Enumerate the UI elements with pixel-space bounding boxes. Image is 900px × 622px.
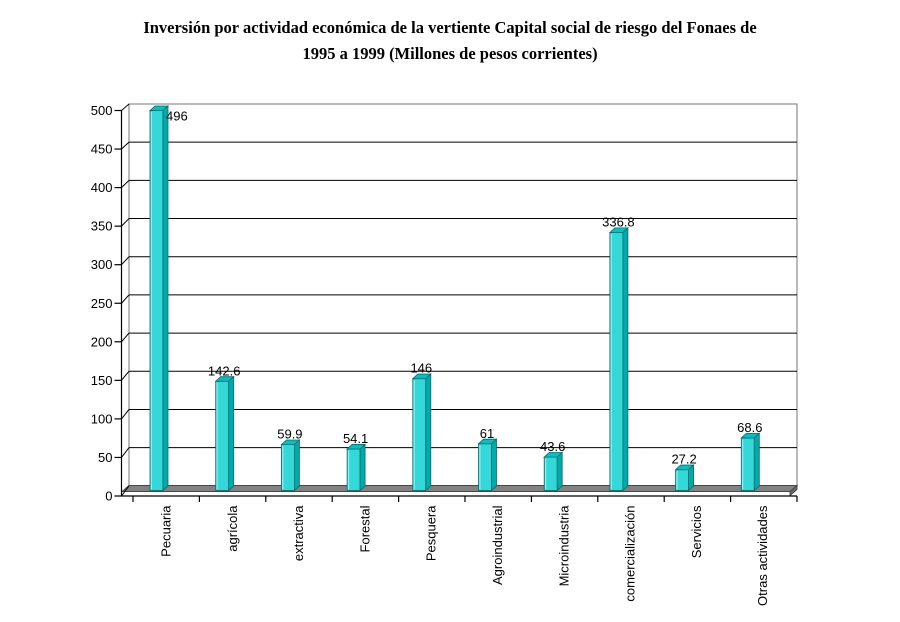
x-axis	[121, 495, 798, 502]
y-tick-depth-connector	[121, 447, 130, 458]
bar-value-label: 496	[166, 109, 188, 124]
chart-title-line2: 1995 a 1999 (Millones de pesos corriente…	[302, 44, 598, 63]
bar-group-7: 336.8	[602, 215, 635, 492]
category-label: Pecuaria	[159, 505, 174, 557]
y-tick-label: 100	[91, 411, 113, 426]
y-tick-depth-connector	[121, 218, 130, 227]
y-tick-label: 450	[91, 142, 113, 157]
bar-side-face	[491, 438, 497, 492]
y-tick-depth-connector	[121, 141, 130, 150]
bar-group-1: 142.6	[208, 363, 241, 492]
bar-group-9: 68.6	[737, 420, 762, 492]
bar-group-3: 54.1	[343, 431, 368, 492]
y-tick-label: 150	[91, 373, 113, 388]
bar-side-face	[228, 375, 235, 492]
bar-group-8: 27.2	[671, 452, 697, 492]
bar-group-4: 146	[410, 361, 432, 492]
y-tick-depth-connector	[121, 409, 130, 420]
y-tick-label: 350	[91, 219, 113, 234]
y-tick-label: 400	[91, 180, 113, 195]
bar-side-face	[622, 226, 629, 492]
bar-side-face	[753, 432, 760, 492]
bar-side-face	[556, 451, 563, 492]
category-label: extractiva	[291, 505, 306, 561]
bar-value-label: 27.2	[671, 452, 696, 467]
category-label: Otras actividades	[755, 505, 770, 606]
gridlines	[129, 141, 797, 449]
category-label: Servicios	[689, 505, 704, 558]
category-label: Pesquera	[424, 505, 439, 561]
y-tick-depth-connector	[121, 294, 130, 304]
category-label: comercialización	[623, 506, 638, 602]
bar-value-label: 59.9	[277, 427, 302, 442]
bar-side-face	[359, 443, 366, 492]
y-tick-label: 200	[91, 334, 113, 349]
y-tick-label: 0	[105, 489, 112, 504]
category-label: Microindustria	[556, 505, 571, 587]
y-tick-label: 50	[98, 450, 112, 465]
y-tick-depth-connector	[121, 370, 130, 381]
bar-group-2: 59.9	[277, 427, 303, 492]
y-tick-label: 250	[91, 296, 113, 311]
bar-group-6: 43.6	[540, 439, 565, 492]
bar-side-face	[293, 439, 300, 492]
y-tick-depth-connector	[121, 256, 130, 266]
bar-group-0: 496	[148, 105, 188, 492]
bar-value-label: 146	[410, 361, 432, 376]
category-labels: Pecuaria agrícola extractiva Forestal Pesque…	[159, 505, 771, 606]
bar-side-face	[688, 464, 694, 492]
bars: 496 142.6 59.9 54.1 146 61 43.6 336.8 27.2 68.6	[148, 105, 762, 492]
category-label: agrícola	[225, 505, 240, 552]
bar-value-label: 68.6	[737, 420, 762, 435]
y-tick-label: 300	[91, 257, 113, 272]
bar-value-label: 54.1	[343, 431, 368, 446]
y-tick-depth-connector	[121, 332, 130, 343]
bar-value-label: 43.6	[540, 439, 565, 454]
bar-group-5: 61	[477, 426, 498, 492]
category-label: Agroindustrial	[490, 505, 505, 585]
chart-title-line1: Inversión por actividad económica de la …	[143, 18, 757, 37]
y-tick-label: 500	[91, 103, 113, 118]
y-tick-depth-connector	[121, 180, 130, 188]
bar-value-label: 336.8	[602, 215, 635, 230]
bar-side-face	[162, 105, 169, 492]
chart-title: Inversión por actividad económica de la …	[0, 15, 900, 67]
y-tick-depth-connector	[121, 103, 130, 111]
bar-value-label: 61	[480, 426, 494, 441]
bar-side-face	[425, 373, 432, 492]
category-label: Forestal	[357, 505, 372, 552]
bar-value-label: 142.6	[208, 363, 241, 378]
y-tick-depth-connector	[121, 485, 130, 497]
